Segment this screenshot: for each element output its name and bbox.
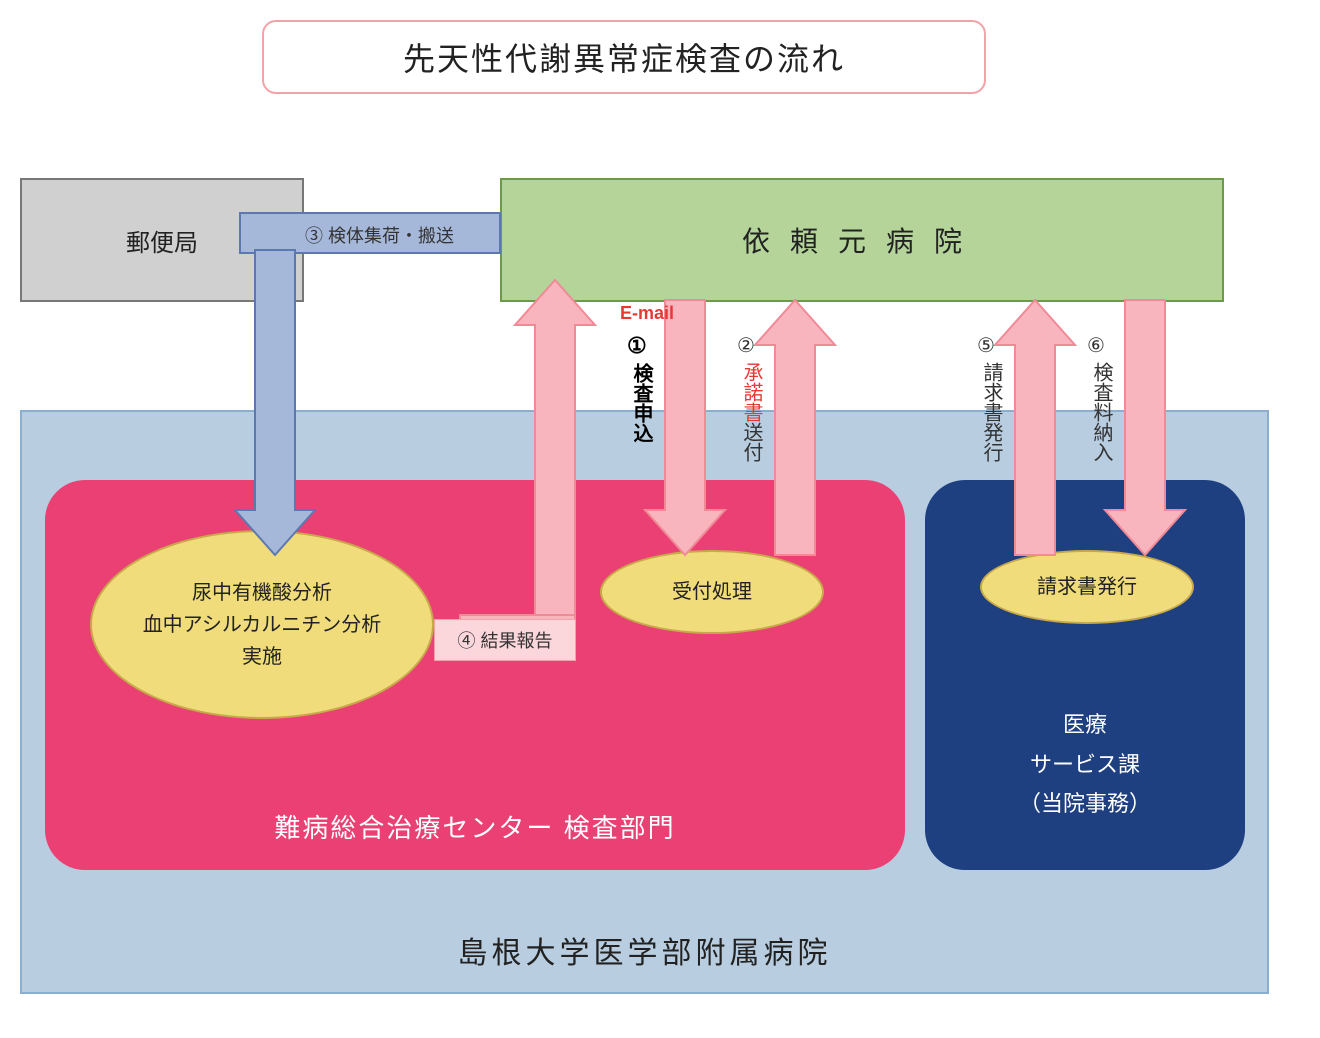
pink-dept-label: 難病総合治療センター 検査部門 bbox=[45, 808, 905, 845]
ellipse-analysis-line3: 実施 bbox=[242, 646, 282, 668]
ellipse-reception: 受付処理 bbox=[600, 550, 824, 634]
step1-email-label: E-mail bbox=[620, 303, 674, 324]
step2-num: ② bbox=[737, 333, 765, 358]
step1-label-group: ① 検査申込 bbox=[627, 333, 655, 443]
step4-result-report-box: ④ 結果報告 bbox=[434, 619, 576, 661]
diagram-title: 先天性代謝異常症検査の流れ bbox=[262, 20, 986, 94]
ellipse-analysis: 尿中有機酸分析 血中アシルカルニチン分析 実施 bbox=[90, 530, 434, 719]
ellipse-analysis-line1: 尿中有機酸分析 bbox=[192, 582, 332, 604]
step2-label-group: ② 承諾書送付 bbox=[737, 333, 765, 462]
step2-text-red: 承諾書 bbox=[740, 362, 762, 422]
node-blue-dept: 医療 サービス課 （当院事務） bbox=[925, 480, 1245, 870]
step6-label-group: ⑥ 検査料納入 bbox=[1087, 333, 1115, 462]
university-hospital-label: 島根大学医学部附属病院 bbox=[22, 928, 1267, 972]
ellipse-invoice: 請求書発行 bbox=[980, 550, 1194, 624]
step6-num: ⑥ bbox=[1087, 333, 1115, 358]
step1-text: 検査申込 bbox=[627, 363, 655, 443]
step2-text-black: 送付 bbox=[740, 422, 762, 462]
step5-label-group: ⑤ 請求書発行 bbox=[977, 333, 1005, 462]
blue-dept-line3: （当院事務） bbox=[1019, 791, 1151, 816]
blue-dept-line2: サービス課 bbox=[1030, 752, 1140, 777]
node-post-office: 郵便局 bbox=[20, 178, 304, 302]
step1-num: ① bbox=[627, 333, 655, 359]
diagram-canvas: 先天性代謝異常症検査の流れ 島根大学医学部附属病院 難病総合治療センター 検査部… bbox=[0, 0, 1320, 1038]
step6-text: 検査料納入 bbox=[1087, 362, 1115, 462]
step5-text: 請求書発行 bbox=[977, 362, 1005, 462]
ellipse-analysis-text: 尿中有機酸分析 血中アシルカルニチン分析 実施 bbox=[143, 577, 382, 673]
step2-text: 承諾書送付 bbox=[737, 362, 765, 462]
blue-dept-line1: 医療 bbox=[1063, 712, 1107, 737]
node-referrer-hospital: 依頼元病院 bbox=[500, 178, 1224, 302]
step3-label: ③ 検体集荷・搬送 bbox=[305, 222, 454, 248]
blue-dept-label: 医療 サービス課 （当院事務） bbox=[925, 705, 1245, 824]
ellipse-analysis-line2: 血中アシルカルニチン分析 bbox=[143, 614, 382, 636]
step5-num: ⑤ bbox=[977, 333, 1005, 358]
